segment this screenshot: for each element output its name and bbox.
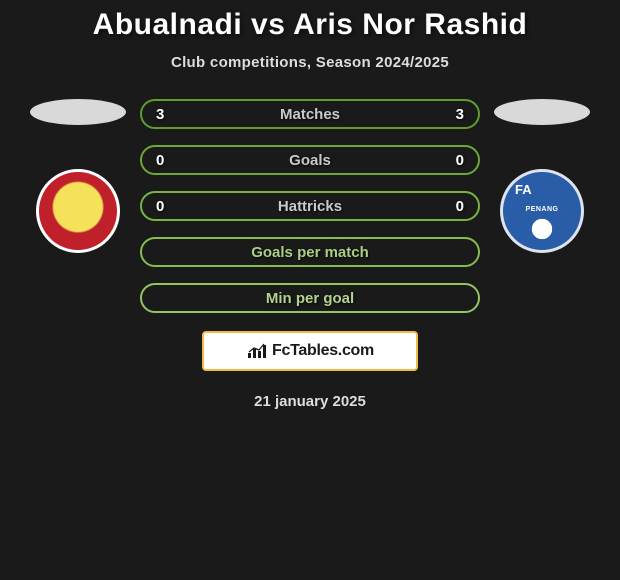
crest-sub-text: PENANG: [526, 206, 559, 213]
stat-row: Goals per match: [140, 237, 480, 267]
stat-row: 3Matches3: [140, 99, 480, 129]
right-player-ellipse: [494, 99, 590, 125]
stats-column: 3Matches30Goals00Hattricks0Goals per mat…: [140, 99, 480, 313]
main-row: 3Matches30Goals00Hattricks0Goals per mat…: [0, 99, 620, 313]
stat-right-value: 3: [430, 106, 464, 123]
brand-text: FcTables.com: [272, 342, 374, 360]
stat-label: Min per goal: [190, 290, 430, 307]
brand-chart-icon: [246, 342, 268, 360]
stat-label: Goals: [190, 152, 430, 169]
left-player-ellipse: [30, 99, 126, 125]
page-title: Abualnadi vs Aris Nor Rashid: [0, 8, 620, 42]
date-label: 21 january 2025: [0, 393, 620, 410]
stat-right-value: 0: [430, 198, 464, 215]
stat-label: Hattricks: [190, 198, 430, 215]
stat-row: 0Hattricks0: [140, 191, 480, 221]
stat-right-value: 0: [430, 152, 464, 169]
left-player-col: [28, 99, 128, 253]
stat-left-value: 0: [156, 152, 190, 169]
stat-left-value: 3: [156, 106, 190, 123]
right-club-crest: FA PENANG: [500, 169, 584, 253]
subtitle: Club competitions, Season 2024/2025: [0, 54, 620, 71]
crest-fa-text: FA: [515, 182, 532, 197]
stat-left-value: 0: [156, 198, 190, 215]
stat-row: Min per goal: [140, 283, 480, 313]
brand-badge: FcTables.com: [202, 331, 418, 371]
comparison-card: Abualnadi vs Aris Nor Rashid Club compet…: [0, 0, 620, 418]
left-club-crest: [36, 169, 120, 253]
stat-row: 0Goals0: [140, 145, 480, 175]
stat-label: Goals per match: [190, 244, 430, 261]
right-player-col: FA PENANG: [492, 99, 592, 253]
stat-label: Matches: [190, 106, 430, 123]
